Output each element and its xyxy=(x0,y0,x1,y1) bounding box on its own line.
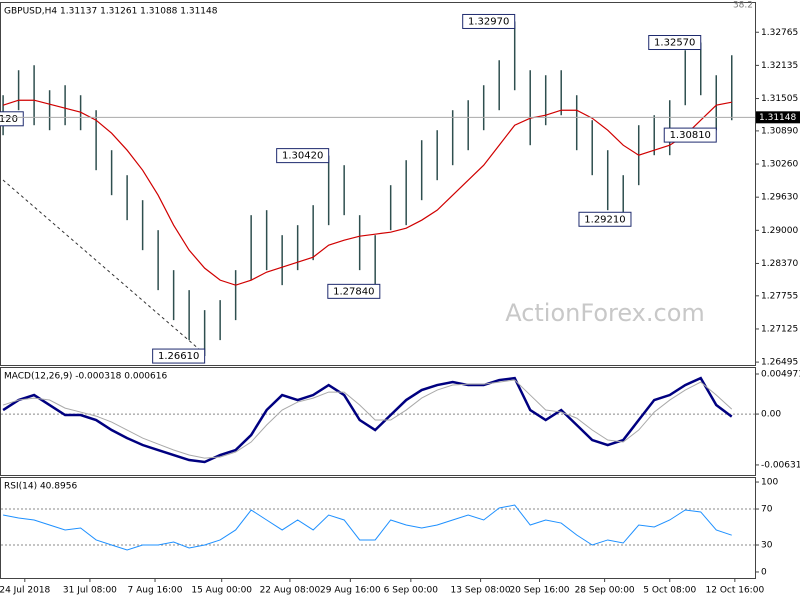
y-tick-label: 1.29000 xyxy=(761,226,798,236)
series-line xyxy=(2,376,733,464)
series-line xyxy=(3,504,732,551)
annotation-label: 1.30810 xyxy=(670,130,711,141)
y-tick-label: 1.29630 xyxy=(761,193,798,203)
y-tick-label: 1.30260 xyxy=(761,160,798,170)
y-tick-label: 0.004971 xyxy=(761,370,800,380)
y-tick-label: 1.28370 xyxy=(761,259,798,269)
x-tick-label: 7 Aug 16:00 xyxy=(128,586,183,596)
annotation-box xyxy=(0,111,24,127)
y-tick-label: 1.27755 xyxy=(761,291,798,301)
series-line xyxy=(2,99,732,286)
y-tick-label: 1.32765 xyxy=(761,28,798,38)
y-tick-label: 1.31505 xyxy=(761,94,798,104)
annotation-box xyxy=(462,13,516,29)
x-tick-label: 13 Sep 08:00 xyxy=(451,586,511,596)
y-tick-label: 1.32135 xyxy=(761,61,798,71)
x-tick-label: 28 Sep 00:00 xyxy=(575,586,635,596)
y-tick-label: 1.26495 xyxy=(761,358,798,368)
annotation-box xyxy=(276,148,330,164)
annotation-label: 1.26610 xyxy=(158,351,199,362)
y-tick-label: 1.30890 xyxy=(761,126,798,136)
last-price-box xyxy=(756,111,800,124)
x-tick-label: 29 Aug 16:00 xyxy=(320,586,381,596)
y-tick-label: 0.00 xyxy=(761,410,781,420)
annotation-box xyxy=(578,211,632,227)
x-tick-label: 15 Aug 00:00 xyxy=(191,586,252,596)
y-tick-label: 70 xyxy=(761,505,773,515)
annotation-label: 1.27840 xyxy=(333,286,374,297)
y-tick-label: 1.27125 xyxy=(761,324,798,334)
annotation-label: 1.32570 xyxy=(654,38,695,49)
x-tick-label: 20 Sep 16:00 xyxy=(509,586,569,596)
annotation-box xyxy=(663,127,717,143)
y-tick-label: 0 xyxy=(761,567,767,577)
panel xyxy=(0,367,756,476)
series-line xyxy=(2,379,733,459)
y-tick-label: 100 xyxy=(761,478,778,488)
last-price-label: 1.31148 xyxy=(759,113,796,123)
x-tick-label: 31 Jul 08:00 xyxy=(63,586,117,596)
annotation-label: 1.30420 xyxy=(282,151,323,162)
trend-line xyxy=(2,179,201,351)
x-tick-label: 24 Jul 2018 xyxy=(0,586,51,596)
panel-title: GBPUSD,H4 1.31137 1.31261 1.31088 1.3114… xyxy=(4,7,218,17)
annotation-label: 1.32970 xyxy=(468,16,509,27)
y-tick-label: 30 xyxy=(761,540,773,550)
panel-title: MACD(12,26,9) -0.000318 0.000616 xyxy=(4,372,167,382)
panel xyxy=(0,2,756,366)
watermark: ActionForex.com xyxy=(505,299,705,327)
x-tick-label: 5 Oct 08:00 xyxy=(643,586,696,596)
y-tick-label: -0.006311 xyxy=(761,460,800,470)
fib-label: 38.2 xyxy=(733,1,753,11)
annotation-box xyxy=(327,283,381,299)
annotation-label: 1.29210 xyxy=(584,214,625,225)
panel-title: RSI(14) 40.8956 xyxy=(4,482,77,492)
x-tick-label: 12 Oct 16:00 xyxy=(706,586,765,596)
x-tick-label: 22 Aug 08:00 xyxy=(260,586,321,596)
annotation-label: 1.31120 xyxy=(0,114,18,125)
panel xyxy=(0,477,756,579)
x-tick-label: 6 Sep 00:00 xyxy=(384,586,439,596)
annotation-box xyxy=(152,348,206,364)
annotation-box xyxy=(648,35,702,51)
